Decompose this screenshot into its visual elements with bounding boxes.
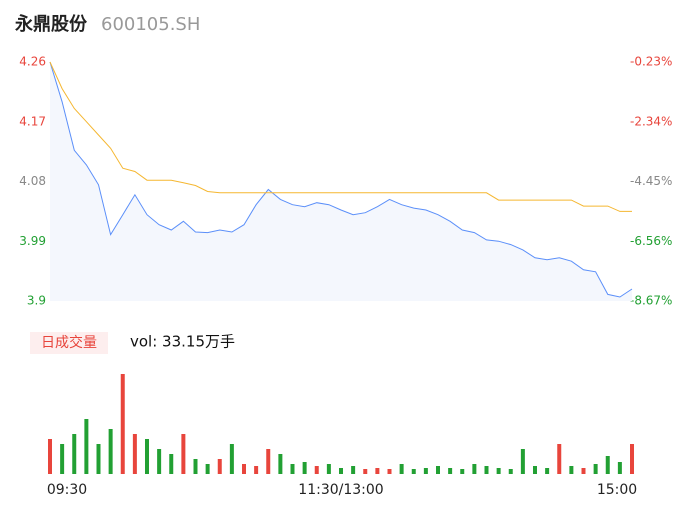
volume-bar (132, 434, 137, 474)
price-area (50, 62, 632, 301)
volume-bar (484, 466, 489, 474)
y2-tick-label: -8.67% (630, 294, 672, 308)
volume-summary: vol: 33.15万手 (130, 333, 235, 351)
y-tick-label: 4.26 (19, 55, 46, 69)
volume-bar (339, 468, 343, 474)
volume-bar (254, 466, 259, 474)
volume-bar (617, 462, 622, 474)
volume-bar (630, 444, 634, 474)
volume-label-bg (30, 332, 108, 354)
volume-bar (387, 469, 392, 474)
volume-bar (229, 444, 234, 474)
volume-bar (375, 468, 380, 474)
y-tick-label: 3.99 (19, 234, 46, 248)
volume-bar (169, 454, 174, 474)
volume-bar (108, 429, 113, 474)
volume-bar (569, 466, 574, 474)
volume-bar (290, 464, 295, 474)
volume-bar (496, 468, 501, 474)
volume-bar (157, 449, 162, 474)
volume-bar (605, 456, 610, 474)
volume-bar (48, 439, 52, 474)
volume-bar (84, 419, 89, 474)
volume-bar (581, 468, 586, 474)
volume-bar (96, 444, 101, 474)
volume-bar (302, 462, 307, 474)
volume-bar (460, 469, 465, 474)
volume-bar (593, 464, 598, 474)
volume-bar (351, 466, 356, 474)
y2-tick-label: -2.34% (630, 114, 672, 128)
y-tick-label: 4.17 (19, 114, 46, 128)
volume-bar (520, 449, 525, 474)
volume-bar (181, 434, 186, 474)
stock-code: 600105.SH (101, 14, 200, 35)
x-tick-label: 09:30 (47, 482, 87, 498)
volume-bar (193, 459, 198, 474)
volume-bar (326, 464, 331, 474)
volume-bar (278, 454, 283, 474)
volume-bar (533, 466, 537, 474)
volume-bar (266, 449, 271, 474)
price-line (49, 61, 633, 298)
volume-bar (72, 434, 77, 474)
volume-bar (242, 464, 246, 474)
volume-bar (217, 459, 222, 474)
volume-title: 日成交量 (41, 334, 97, 351)
y2-tick-label: -6.56% (630, 234, 672, 248)
volume-bar (411, 469, 416, 474)
volume-bar (448, 468, 453, 474)
y-tick-label: 4.08 (19, 174, 46, 188)
volume-bar (399, 464, 404, 474)
x-tick-label: 11:30/13:00 (298, 482, 383, 498)
volume-bar (545, 468, 550, 474)
volume-bar (314, 466, 319, 474)
y2-tick-label: -0.23% (630, 55, 672, 69)
volume-bar (508, 469, 513, 474)
x-tick-label: 15:00 (597, 482, 637, 498)
volume-bar (557, 444, 562, 474)
volume-bar (120, 374, 125, 474)
volume-bar (363, 469, 368, 474)
volume-bar (145, 439, 149, 474)
volume-bar (205, 464, 210, 474)
average-line (49, 61, 632, 212)
volume-bar (60, 444, 65, 474)
stock-name: 永鼎股份 (14, 13, 88, 35)
volume-bar (436, 466, 440, 474)
volume-bar (423, 468, 428, 474)
volume-bar (472, 464, 477, 474)
y-tick-label: 3.9 (27, 294, 46, 308)
y2-tick-label: -4.45% (630, 174, 672, 188)
